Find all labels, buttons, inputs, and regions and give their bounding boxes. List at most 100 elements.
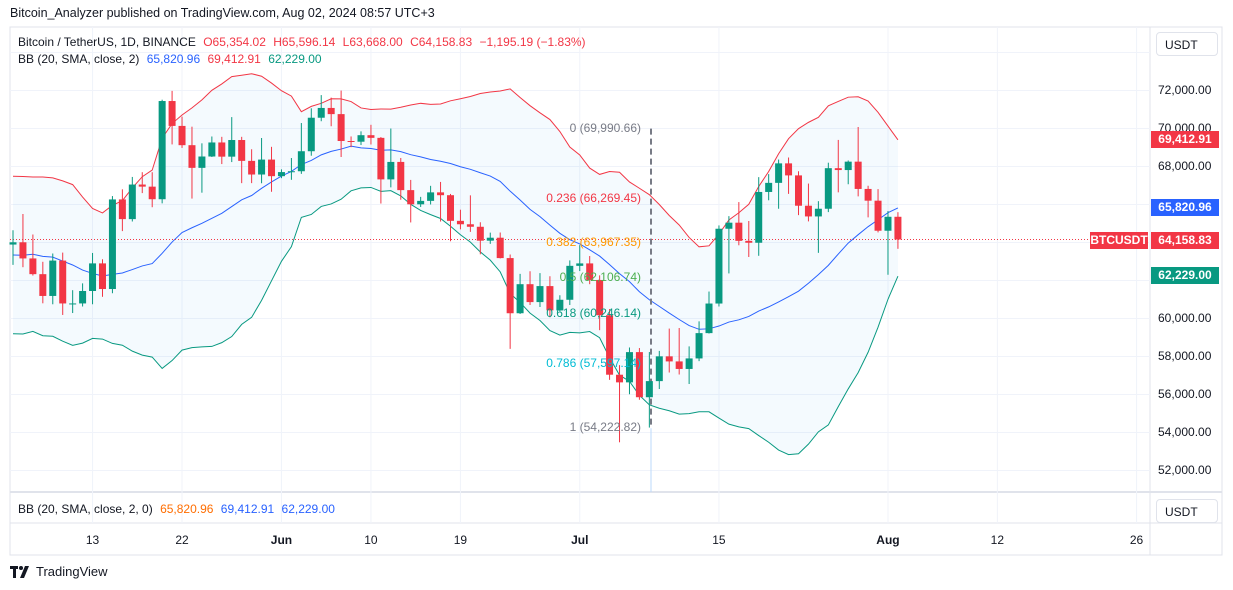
candle[interactable]: [387, 128, 395, 188]
candle[interactable]: [655, 350, 663, 390]
candle[interactable]: [397, 157, 405, 200]
candle[interactable]: [606, 309, 614, 380]
candle[interactable]: [665, 328, 673, 373]
candle[interactable]: [39, 261, 47, 304]
candle[interactable]: [198, 143, 206, 193]
candle[interactable]: [407, 179, 415, 223]
candle[interactable]: [357, 131, 365, 146]
candle[interactable]: [725, 216, 733, 274]
candle[interactable]: [9, 230, 17, 265]
candle[interactable]: [894, 212, 902, 249]
candle[interactable]: [765, 174, 773, 201]
candle[interactable]: [884, 210, 892, 275]
candle[interactable]: [735, 202, 743, 246]
candle[interactable]: [208, 136, 216, 158]
candle[interactable]: [238, 136, 246, 184]
candle[interactable]: [834, 139, 842, 193]
candle[interactable]: [556, 295, 564, 312]
candle[interactable]: [715, 225, 723, 307]
candle[interactable]: [824, 162, 832, 213]
candle[interactable]: [19, 214, 27, 268]
candle[interactable]: [516, 273, 524, 314]
candle[interactable]: [456, 209, 464, 230]
candle[interactable]: [546, 276, 554, 318]
candle[interactable]: [347, 136, 355, 148]
candle[interactable]: [486, 232, 494, 244]
candle[interactable]: [596, 275, 604, 331]
candle[interactable]: [794, 171, 802, 216]
bb-label[interactable]: BB (20, SMA, close, 2): [18, 52, 140, 66]
price-tick-label: 56,000.00: [1158, 386, 1212, 401]
candle[interactable]: [138, 172, 146, 194]
candle[interactable]: [158, 99, 166, 204]
candle[interactable]: [625, 347, 633, 395]
candle[interactable]: [317, 95, 325, 122]
candle[interactable]: [287, 158, 295, 180]
candle[interactable]: [258, 138, 266, 184]
candle[interactable]: [307, 108, 315, 156]
candle[interactable]: [874, 189, 882, 233]
candle[interactable]: [536, 273, 544, 307]
tradingview-logo[interactable]: TradingView: [10, 564, 108, 579]
candle[interactable]: [268, 146, 276, 192]
candle[interactable]: [337, 90, 345, 158]
candle[interactable]: [566, 260, 574, 305]
candle[interactable]: [98, 259, 106, 297]
candle[interactable]: [804, 183, 812, 222]
lower-pane-currency-button[interactable]: USDT: [1156, 499, 1218, 523]
candle[interactable]: [437, 181, 445, 222]
candle[interactable]: [248, 149, 256, 184]
symbol-title[interactable]: Bitcoin / TetherUS, 1D, BINANCE: [18, 35, 196, 49]
candle[interactable]: [277, 169, 285, 179]
candle[interactable]: [327, 97, 335, 127]
candle[interactable]: [29, 234, 37, 276]
candle[interactable]: [755, 177, 763, 256]
candle[interactable]: [128, 176, 136, 222]
candle[interactable]: [675, 328, 683, 375]
candle[interactable]: [59, 252, 67, 315]
candle[interactable]: [864, 185, 872, 218]
candle[interactable]: [446, 193, 454, 242]
candle[interactable]: [69, 290, 77, 314]
candle[interactable]: [854, 127, 862, 197]
candle[interactable]: [814, 201, 822, 253]
candle[interactable]: [526, 271, 534, 305]
candle[interactable]: [188, 126, 196, 199]
candle[interactable]: [297, 123, 305, 174]
candle[interactable]: [586, 256, 594, 285]
candle[interactable]: [377, 137, 385, 204]
candle[interactable]: [576, 245, 584, 272]
candle[interactable]: [785, 157, 793, 194]
candle[interactable]: [775, 159, 783, 209]
candle[interactable]: [168, 90, 176, 145]
candle[interactable]: [635, 348, 643, 400]
candle[interactable]: [148, 172, 156, 208]
candle[interactable]: [745, 220, 753, 257]
currency-button[interactable]: USDT: [1156, 32, 1218, 56]
candle[interactable]: [228, 117, 236, 163]
candle[interactable]: [417, 196, 425, 207]
candle[interactable]: [218, 136, 226, 165]
candle[interactable]: [506, 254, 514, 349]
candle[interactable]: [466, 195, 474, 232]
candle[interactable]: [496, 232, 504, 259]
candle[interactable]: [108, 196, 116, 294]
candle[interactable]: [645, 352, 653, 428]
candle[interactable]: [685, 346, 693, 385]
candle[interactable]: [616, 365, 624, 443]
candle-body: [238, 140, 246, 161]
candle[interactable]: [89, 252, 97, 305]
candle[interactable]: [476, 222, 484, 255]
candle[interactable]: [178, 116, 186, 148]
bb-label[interactable]: BB (20, SMA, close, 2, 0): [18, 502, 153, 516]
candle[interactable]: [49, 253, 57, 305]
candle[interactable]: [695, 321, 703, 362]
candle[interactable]: [367, 124, 375, 145]
candle[interactable]: [427, 185, 435, 205]
candle[interactable]: [118, 189, 126, 232]
candle[interactable]: [844, 160, 852, 185]
candle[interactable]: [79, 283, 87, 307]
candle[interactable]: [705, 291, 713, 334]
candle-body: [894, 216, 902, 240]
